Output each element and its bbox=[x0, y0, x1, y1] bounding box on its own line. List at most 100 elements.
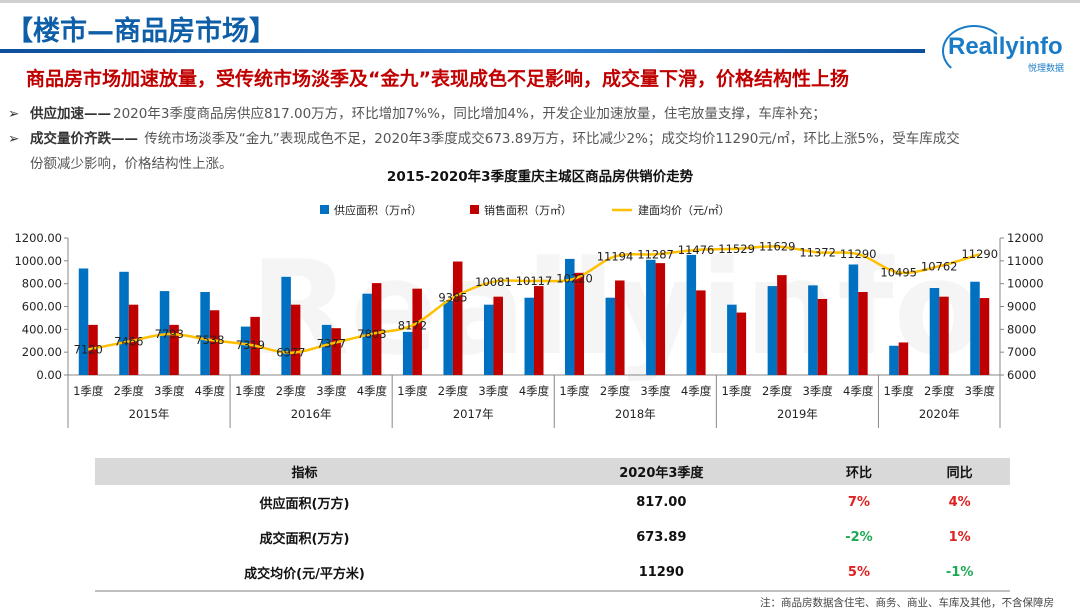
left-tick-label: 1000.00 bbox=[14, 254, 62, 268]
footnote: 注：商品房数据含住宅、商务、商业、车库及其他，不含保障房 bbox=[760, 597, 1054, 609]
legend-label: 销售面积（万㎡） bbox=[484, 203, 572, 217]
bar-supply bbox=[929, 288, 940, 375]
bar-sales bbox=[817, 298, 828, 375]
chart-title: 2015-2020年3季度重庆主城区商品房供销价走势 bbox=[386, 169, 694, 185]
left-tick-label: 1200.00 bbox=[14, 231, 62, 245]
price-data-label: 11529 bbox=[718, 242, 755, 256]
quarter-label: 4季度 bbox=[843, 384, 874, 398]
quarter-label: 3季度 bbox=[802, 384, 833, 398]
row-qoq: 7% bbox=[847, 495, 870, 510]
quarter-label: 2季度 bbox=[924, 384, 955, 398]
quarter-label: 3季度 bbox=[478, 384, 509, 398]
bar-supply bbox=[483, 304, 494, 375]
row-yoy: 4% bbox=[948, 495, 971, 510]
quarter-label: 2季度 bbox=[762, 384, 793, 398]
quarter-label: 3季度 bbox=[154, 384, 185, 398]
bar-supply bbox=[848, 264, 859, 375]
legend-swatch bbox=[320, 205, 329, 214]
year-label: 2020年 bbox=[919, 407, 960, 421]
row-qoq: 5% bbox=[808, 555, 910, 592]
quarter-label: 1季度 bbox=[721, 384, 752, 398]
bar-supply bbox=[443, 301, 453, 375]
logo-text: Reallyinfo bbox=[948, 33, 1063, 60]
price-data-label: 10495 bbox=[880, 265, 917, 279]
logo-subtext: 悦理数据 bbox=[1027, 64, 1064, 74]
right-tick-label: 6000 bbox=[1007, 368, 1036, 382]
bar-supply bbox=[605, 297, 616, 375]
table-header-row: 指标 2020年3季度 环比 同比 bbox=[95, 458, 1010, 485]
year-label: 2018年 bbox=[615, 407, 656, 421]
row-value: 11290 bbox=[514, 555, 809, 592]
price-data-label: 7319 bbox=[236, 338, 265, 352]
price-data-label: 10220 bbox=[556, 272, 593, 286]
price-data-label: 11290 bbox=[961, 247, 998, 261]
price-data-label: 11194 bbox=[597, 249, 634, 263]
bar-sales bbox=[169, 324, 179, 375]
row-label: 成交均价(元/平方米) bbox=[95, 555, 514, 592]
quarter-label: 3季度 bbox=[316, 384, 347, 398]
legend-swatch bbox=[470, 205, 479, 214]
left-tick-label: 200.00 bbox=[22, 345, 62, 359]
price-data-label: 11372 bbox=[799, 245, 836, 259]
bar-supply bbox=[159, 291, 170, 375]
slide-title: 【楼市—商品房市场】 bbox=[6, 16, 276, 47]
price-data-label: 10762 bbox=[921, 259, 958, 273]
table-row: 成交面积(万方) 673.89 -2% 1% bbox=[95, 520, 1010, 555]
quarter-label: 2季度 bbox=[276, 384, 307, 398]
header-yoy: 同比 bbox=[909, 458, 1010, 485]
bar-sales bbox=[209, 310, 220, 375]
row-yoy: -1% bbox=[909, 555, 1010, 592]
bar-supply bbox=[119, 271, 129, 375]
bar-sales bbox=[574, 272, 585, 375]
quarter-label: 1季度 bbox=[73, 384, 104, 398]
bullet-text: 2020年3季度商品房供应817.00万方，环比增加7%%，同比增加4%，开发企… bbox=[113, 106, 826, 122]
year-label: 2019年 bbox=[777, 407, 818, 421]
headline: 商品房市场加速放量，受传统市场淡季及“金九”表现成色不足影响，成交量下滑，价格结… bbox=[26, 68, 849, 90]
bar-sales bbox=[493, 296, 503, 375]
quarter-label: 1季度 bbox=[235, 384, 266, 398]
quarter-label: 4季度 bbox=[357, 384, 388, 398]
right-tick-label: 12000 bbox=[1007, 231, 1044, 245]
table-row: 成交均价(元/平方米) 11290 5% -1% bbox=[95, 555, 1010, 592]
bullet-text: 传统市场淡季及“金九”表现成色不足，2020年3季度成交673.89万方，环比减… bbox=[140, 131, 960, 147]
bar-sales bbox=[979, 298, 990, 375]
quarter-label: 4季度 bbox=[519, 384, 550, 398]
summary-table: 指标 2020年3季度 环比 同比 供应面积(万方) 817.00 7% 4% 成交面积… bbox=[95, 458, 1010, 592]
quarter-label: 2季度 bbox=[600, 384, 631, 398]
right-tick-label: 9000 bbox=[1007, 300, 1036, 314]
row-qoq: -2% bbox=[845, 530, 873, 545]
title-divider bbox=[0, 49, 925, 53]
bar-supply bbox=[767, 286, 778, 375]
bar-sales bbox=[655, 263, 666, 375]
row-yoy: 1% bbox=[948, 530, 971, 545]
quarter-label: 1季度 bbox=[559, 384, 590, 398]
left-tick-label: 800.00 bbox=[22, 277, 62, 291]
left-tick-label: 400.00 bbox=[22, 322, 62, 336]
bullet-heading: 供应加速—— bbox=[30, 106, 111, 122]
quarter-label: 4季度 bbox=[195, 384, 226, 398]
price-data-label: 7538 bbox=[195, 333, 224, 347]
bullet-supply: ➢ 供应加速—— 2020年3季度商品房供应817.00万方，环比增加7%%，同比增… bbox=[8, 102, 826, 122]
quarter-label: 4季度 bbox=[681, 384, 712, 398]
bar-sales bbox=[88, 324, 98, 375]
arrow-bullet-icon: ➢ bbox=[8, 131, 20, 147]
bar-sales bbox=[736, 312, 747, 375]
reallyinfo-logo: Reallyinfo 悦理数据 bbox=[942, 25, 1068, 77]
header-period: 2020年3季度 bbox=[514, 458, 809, 485]
bar-sales bbox=[412, 288, 422, 375]
bar-supply bbox=[970, 281, 980, 375]
bar-sales bbox=[452, 261, 463, 375]
bar-sales bbox=[371, 283, 382, 375]
price-data-label: 8172 bbox=[398, 318, 427, 332]
bullet-heading: 成交量价齐跌—— bbox=[30, 131, 138, 147]
price-data-label: 7377 bbox=[317, 337, 346, 351]
bullet-transactions: ➢ 成交量价齐跌—— 传统市场淡季及“金九”表现成色不足，2020年3季度成交67… bbox=[8, 127, 960, 147]
row-value: 817.00 bbox=[636, 495, 687, 510]
bar-supply bbox=[78, 268, 89, 375]
price-data-label: 7803 bbox=[357, 327, 386, 341]
price-data-label: 7793 bbox=[155, 327, 184, 341]
bar-sales bbox=[858, 292, 868, 375]
right-tick-label: 11000 bbox=[1007, 254, 1044, 268]
bar-sales bbox=[939, 296, 949, 375]
price-data-label: 11476 bbox=[678, 243, 715, 257]
